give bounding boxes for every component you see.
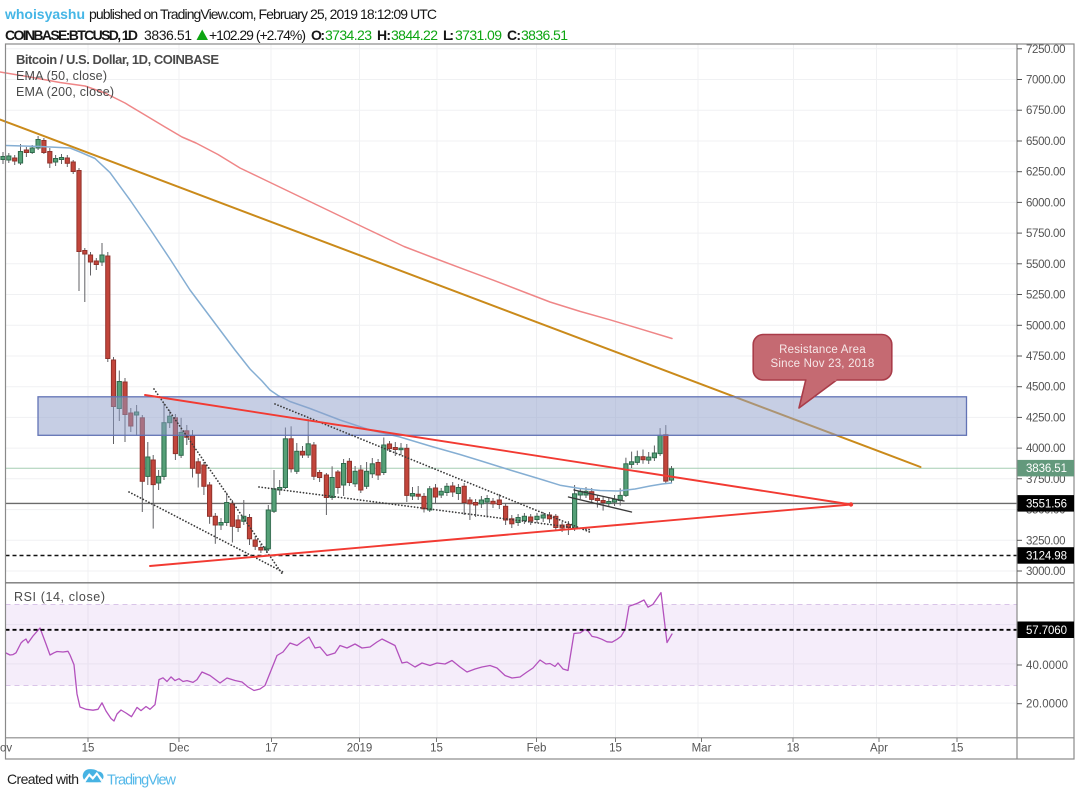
- svg-text:3731.09: 3731.09: [455, 27, 502, 43]
- svg-text:7000.00: 7000.00: [1026, 75, 1066, 87]
- svg-text:C:: C:: [507, 27, 521, 43]
- svg-text:15: 15: [609, 743, 622, 755]
- svg-text:6000.00: 6000.00: [1026, 197, 1066, 209]
- svg-text:6500.00: 6500.00: [1026, 136, 1066, 148]
- svg-text:Dec: Dec: [169, 743, 190, 755]
- svg-text:3844.22: 3844.22: [391, 27, 438, 43]
- svg-text:Feb: Feb: [527, 743, 547, 755]
- svg-text:5250.00: 5250.00: [1026, 290, 1066, 302]
- svg-text:O:: O:: [311, 27, 325, 43]
- svg-text:3836.51: 3836.51: [521, 27, 568, 43]
- svg-text:COINBASE:BTCUSD, 1D: COINBASE:BTCUSD, 1D: [5, 27, 138, 43]
- svg-text:3750.00: 3750.00: [1026, 474, 1066, 486]
- svg-text:3250.00: 3250.00: [1026, 535, 1066, 547]
- svg-text:H:: H:: [377, 27, 391, 43]
- svg-text:+102.29 (+2.74%): +102.29 (+2.74%): [209, 27, 306, 43]
- svg-text:15: 15: [951, 743, 964, 755]
- svg-text:4250.00: 4250.00: [1026, 412, 1066, 424]
- svg-text:4500.00: 4500.00: [1026, 382, 1066, 394]
- svg-text:5000.00: 5000.00: [1026, 320, 1066, 332]
- svg-text:Apr: Apr: [870, 743, 888, 755]
- svg-text:TradingView: TradingView: [107, 773, 177, 789]
- svg-text:RSI (14, close): RSI (14, close): [14, 590, 105, 604]
- svg-text:7250.00: 7250.00: [1026, 44, 1066, 56]
- svg-text:5750.00: 5750.00: [1026, 228, 1066, 240]
- svg-text:whoisyashu: whoisyashu: [4, 6, 85, 22]
- svg-text:Bitcoin / U.S. Dollar, 1D, COI: Bitcoin / U.S. Dollar, 1D, COINBASE: [16, 52, 219, 67]
- svg-text:3836.51: 3836.51: [1026, 463, 1067, 475]
- svg-text:20.0000: 20.0000: [1026, 699, 1068, 711]
- svg-text:Resistance Area: Resistance Area: [779, 344, 866, 356]
- svg-text:published on TradingView.com,: published on TradingView.com, February 2…: [89, 6, 437, 22]
- svg-text:L:: L:: [443, 27, 454, 43]
- svg-text:3551.56: 3551.56: [1026, 498, 1067, 510]
- svg-text:ov: ov: [0, 743, 12, 755]
- svg-text:15: 15: [82, 743, 95, 755]
- svg-text:Mar: Mar: [692, 743, 712, 755]
- svg-text:17: 17: [265, 743, 278, 755]
- svg-text:3000.00: 3000.00: [1026, 566, 1066, 578]
- svg-text:3124.98: 3124.98: [1026, 551, 1067, 563]
- svg-text:EMA (50, close): EMA (50, close): [16, 69, 107, 83]
- svg-text:15: 15: [430, 743, 443, 755]
- svg-text:18: 18: [787, 743, 800, 755]
- svg-text:57.7060: 57.7060: [1026, 625, 1067, 637]
- svg-text:Created with: Created with: [7, 771, 79, 787]
- svg-text:4000.00: 4000.00: [1026, 443, 1066, 455]
- svg-text:EMA (200, close): EMA (200, close): [16, 85, 114, 99]
- svg-text:3836.51: 3836.51: [144, 27, 192, 43]
- svg-text:6750.00: 6750.00: [1026, 105, 1066, 117]
- svg-text:4750.00: 4750.00: [1026, 351, 1066, 363]
- svg-text:6250.00: 6250.00: [1026, 167, 1066, 179]
- svg-text:3734.23: 3734.23: [325, 27, 372, 43]
- svg-text:5500.00: 5500.00: [1026, 259, 1066, 271]
- svg-text:40.0000: 40.0000: [1026, 660, 1068, 672]
- svg-text:Since Nov 23, 2018: Since Nov 23, 2018: [771, 358, 875, 370]
- svg-text:2019: 2019: [347, 743, 373, 755]
